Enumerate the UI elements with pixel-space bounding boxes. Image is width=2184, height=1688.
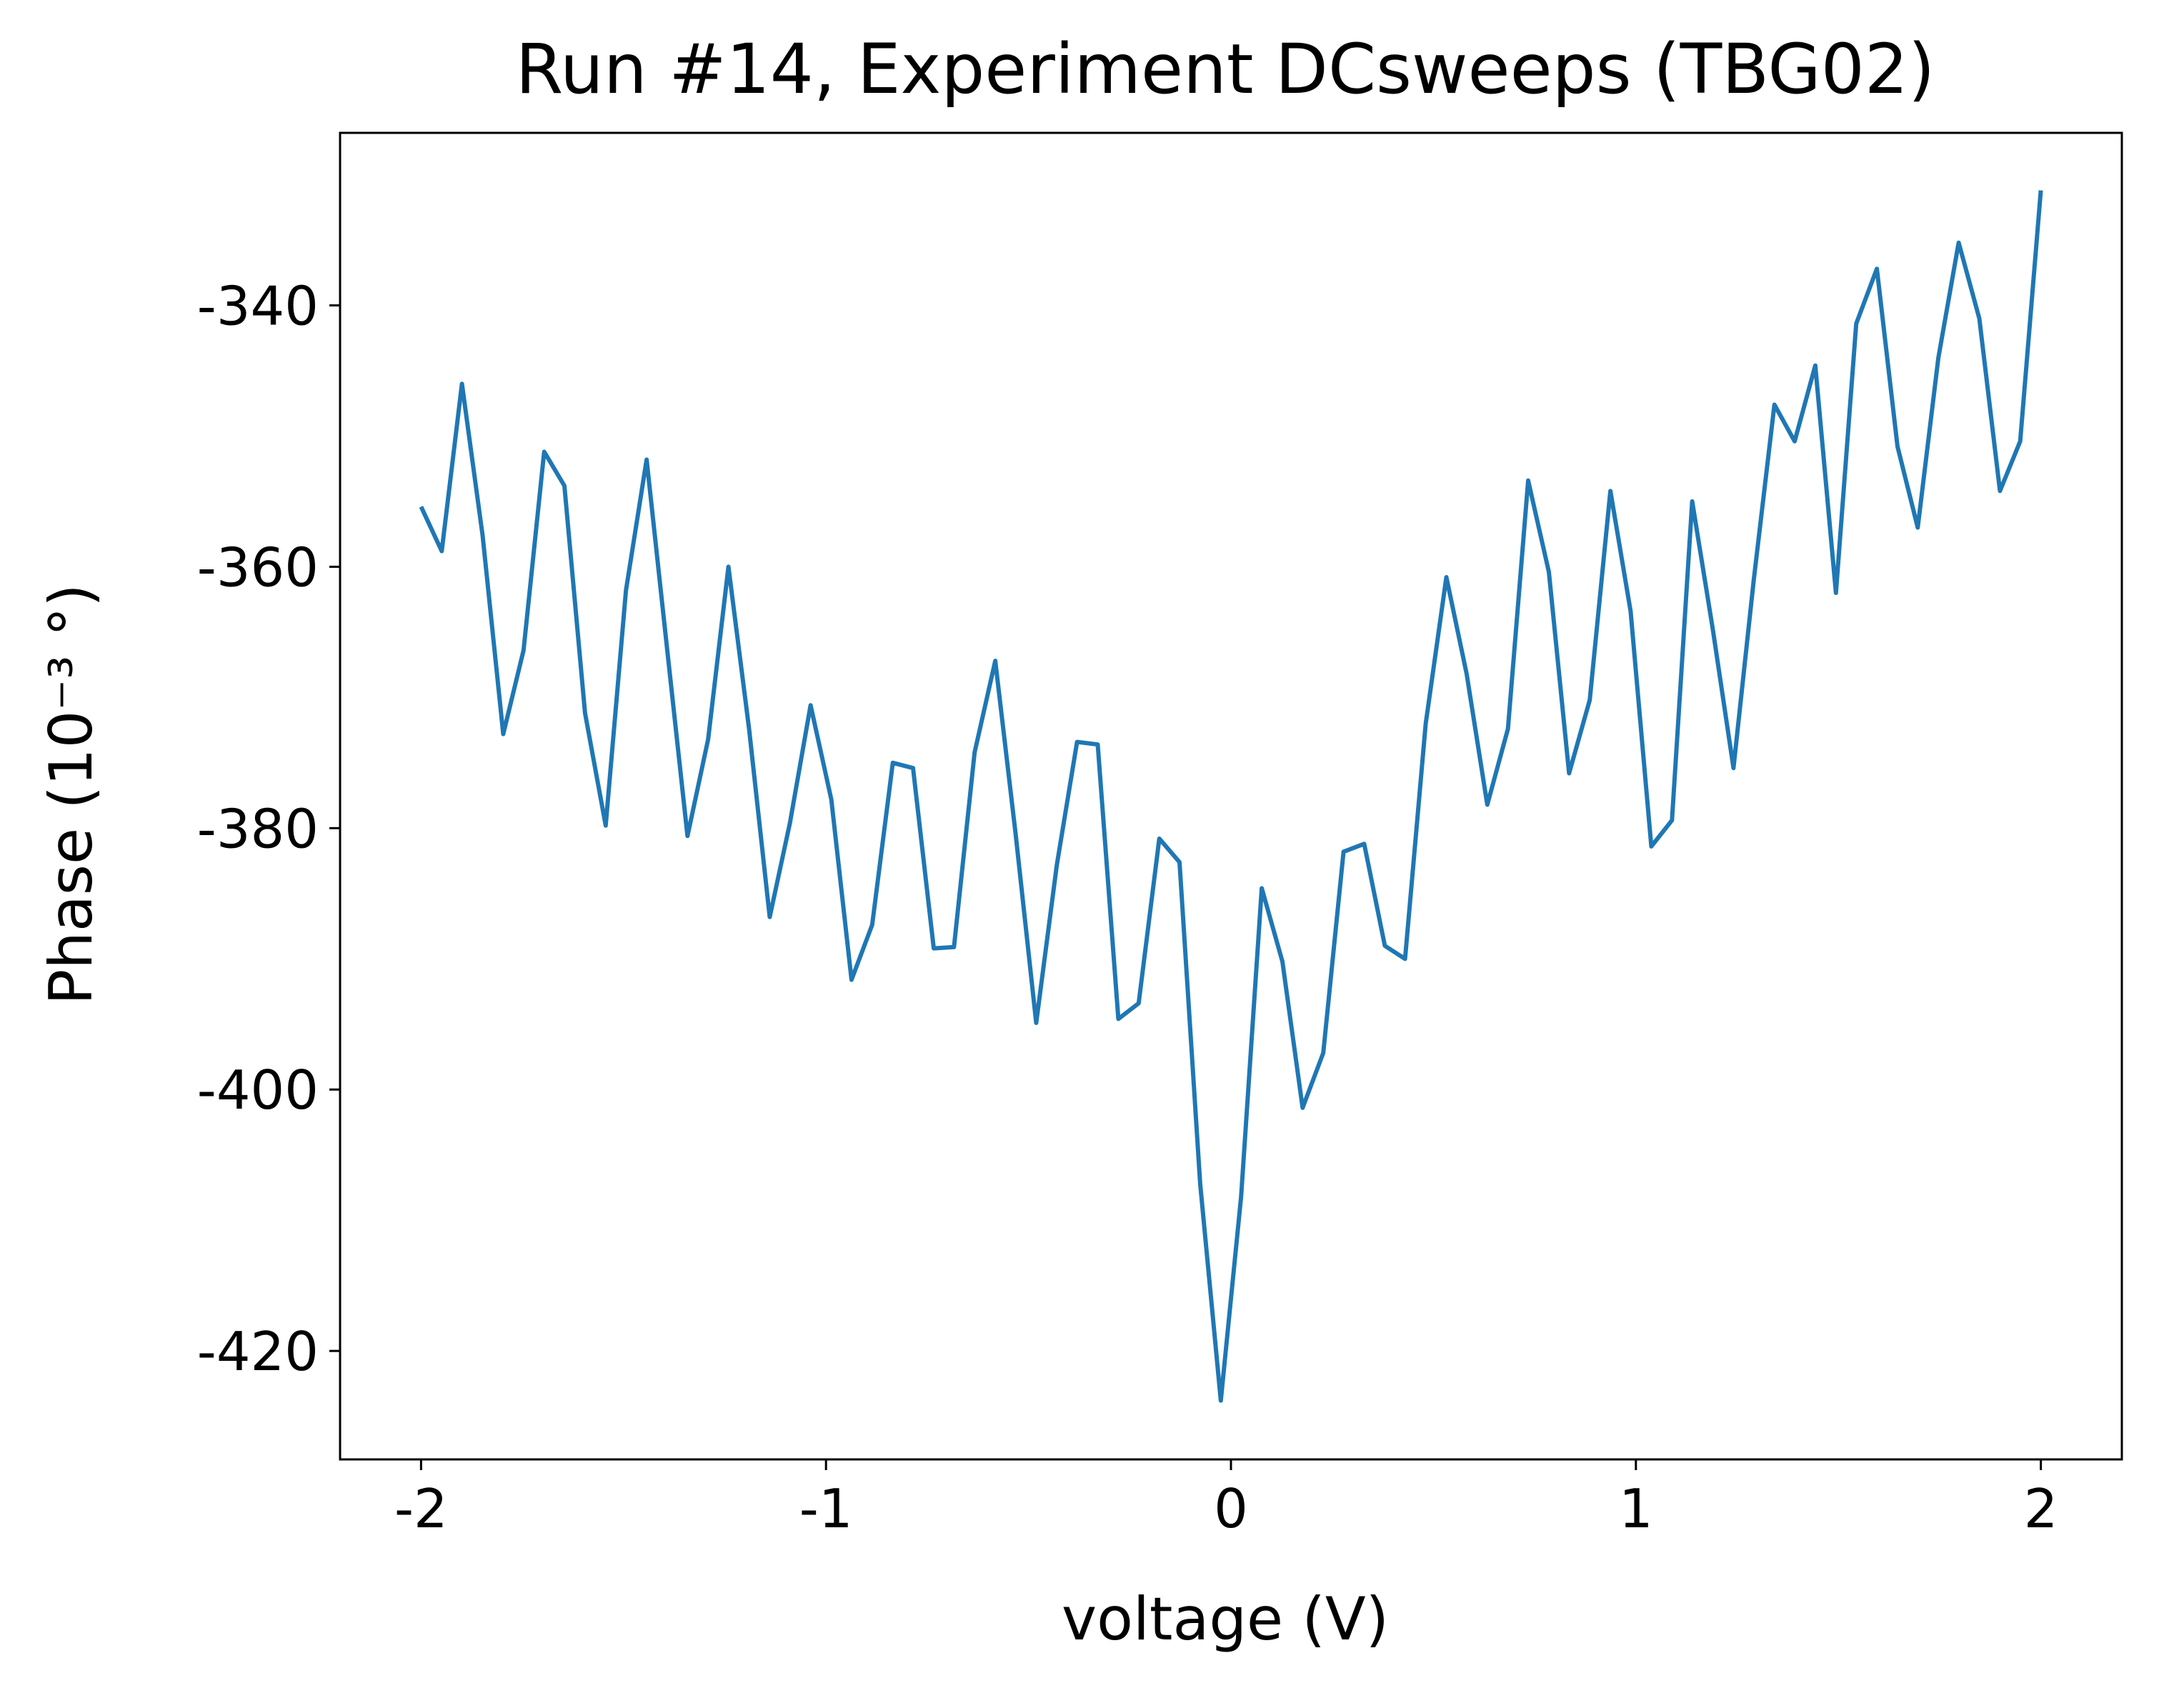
x-tick-label: -2	[394, 1477, 448, 1540]
series-line	[419, 190, 2043, 1403]
x-tick-label: -1	[799, 1477, 853, 1540]
x-axis-label: voltage (V)	[1062, 1584, 1389, 1654]
chart-title: Run #14, Experiment DCsweeps (TBG02)	[516, 29, 1935, 109]
x-axis: -2 -1 0 1 2	[394, 1459, 2058, 1540]
y-tick-label: -360	[197, 536, 319, 599]
y-tick-label: -400	[197, 1059, 319, 1122]
x-tick-label: 2	[2024, 1477, 2058, 1540]
y-tick-label: -380	[197, 797, 319, 860]
x-tick-label: 0	[1214, 1477, 1248, 1540]
y-tick-label: -420	[197, 1320, 319, 1383]
y-axis: -420 -400 -380 -360 -340	[197, 275, 340, 1383]
x-tick-label: 1	[1619, 1477, 1653, 1540]
y-axis-label: Phase (10⁻³ °)	[36, 584, 106, 1005]
y-tick-label: -340	[197, 275, 319, 338]
